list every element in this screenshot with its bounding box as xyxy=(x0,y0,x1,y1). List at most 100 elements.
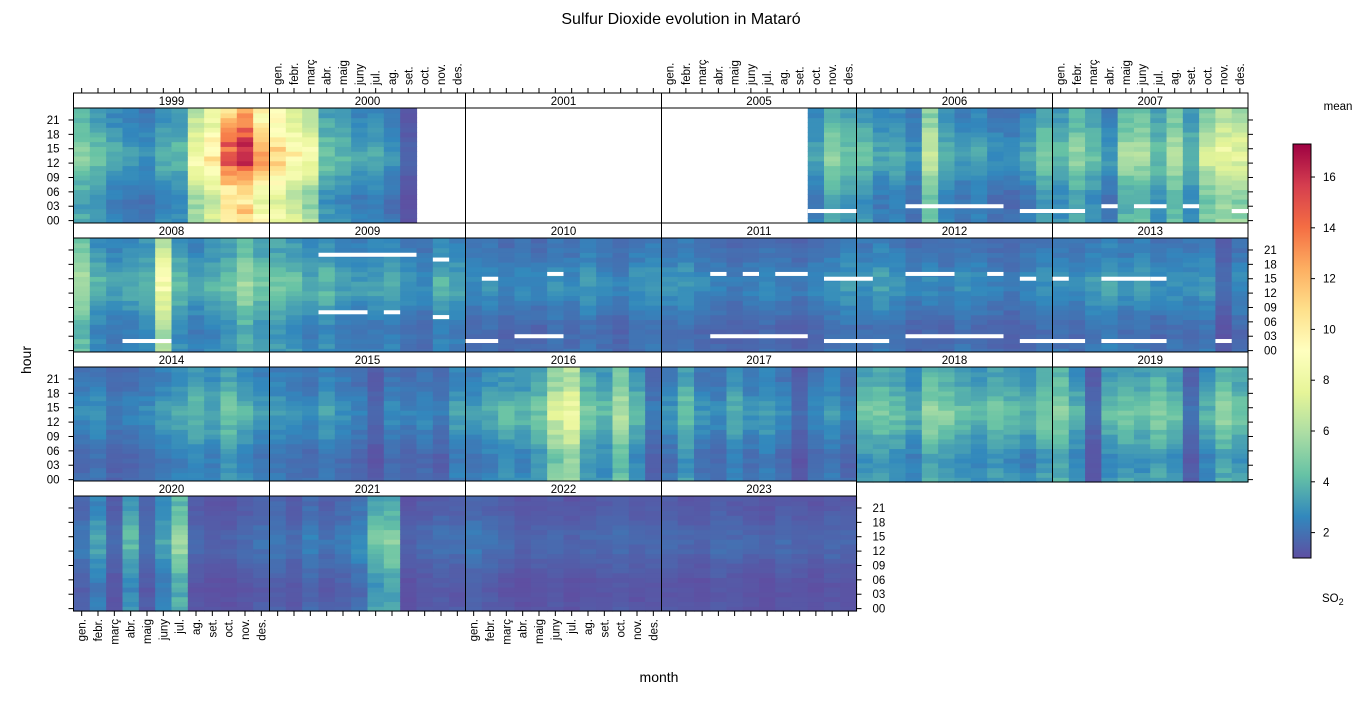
panel-strip-label: 2012 xyxy=(942,226,968,238)
heat-cell xyxy=(971,439,988,444)
heat-cell xyxy=(938,276,955,281)
heat-cell xyxy=(400,118,417,123)
heat-cell xyxy=(204,496,221,501)
panel-2021: 2021 xyxy=(270,481,467,612)
heat-cell xyxy=(727,319,744,324)
heat-cell xyxy=(433,367,450,372)
heat-cell xyxy=(662,410,679,415)
heat-cell xyxy=(188,558,205,563)
heat-cell xyxy=(106,439,123,444)
heat-cell xyxy=(155,305,172,310)
heat-cell xyxy=(482,296,499,301)
heat-cell xyxy=(857,296,874,301)
heat-cell xyxy=(1085,334,1102,339)
heat-cell xyxy=(1085,180,1102,185)
heat-cell xyxy=(808,156,825,161)
heat-cell xyxy=(596,262,613,267)
heat-cell xyxy=(906,146,923,151)
heat-cell xyxy=(368,118,385,123)
heat-cell xyxy=(1085,146,1102,151)
heat-cell xyxy=(1232,127,1249,132)
heat-cell xyxy=(547,310,564,315)
heat-cell xyxy=(106,534,123,539)
heat-cell xyxy=(564,238,581,243)
heat-cell xyxy=(1004,175,1021,180)
heat-cell xyxy=(1215,415,1232,420)
heat-cell xyxy=(90,252,107,257)
heat-cell xyxy=(889,175,906,180)
heat-cell xyxy=(368,453,385,458)
heat-cell xyxy=(123,291,140,296)
heat-cell xyxy=(237,113,254,118)
heat-cell xyxy=(1036,291,1053,296)
heat-cell xyxy=(498,276,515,281)
heat-cell xyxy=(368,156,385,161)
heat-cell xyxy=(172,252,189,257)
heat-cell xyxy=(253,468,270,473)
panel-strip-label: 2014 xyxy=(159,355,185,367)
heat-cell xyxy=(449,472,466,477)
heat-cell xyxy=(564,324,581,329)
heat-cell xyxy=(221,142,238,147)
heat-cell xyxy=(1004,372,1021,377)
heat-cell xyxy=(286,448,303,453)
heat-cell xyxy=(1150,386,1167,391)
heat-cell xyxy=(1069,213,1086,218)
heat-cell xyxy=(645,453,662,458)
heat-cell xyxy=(90,525,107,530)
heat-cell xyxy=(1183,472,1200,477)
heat-cell xyxy=(613,252,630,257)
heat-cell xyxy=(1118,161,1135,166)
heat-cell xyxy=(873,391,890,396)
heat-cell xyxy=(351,448,368,453)
heat-cell xyxy=(662,377,679,382)
heat-cell xyxy=(710,439,727,444)
heat-cell xyxy=(1167,199,1184,204)
heat-cell xyxy=(1101,199,1118,204)
heat-cell xyxy=(645,434,662,439)
heat-cell xyxy=(384,151,401,156)
heat-cell xyxy=(596,291,613,296)
heat-cell xyxy=(857,291,874,296)
heat-cell xyxy=(237,199,254,204)
heat-cell xyxy=(564,272,581,277)
heat-cell xyxy=(90,434,107,439)
heat-cell xyxy=(90,544,107,549)
heat-cell xyxy=(368,468,385,473)
heat-cell xyxy=(1036,238,1053,243)
heat-cell xyxy=(547,410,564,415)
heat-cell xyxy=(286,127,303,132)
heat-cell xyxy=(1004,142,1021,147)
heat-cell xyxy=(531,367,548,372)
heat-cell xyxy=(889,472,906,477)
heat-cell xyxy=(971,434,988,439)
heat-cell xyxy=(1069,108,1086,113)
heat-cell xyxy=(1134,372,1151,377)
heat-cell xyxy=(1020,170,1037,175)
heat-cell xyxy=(106,558,123,563)
heat-cell xyxy=(596,319,613,324)
heat-cell xyxy=(987,170,1004,175)
heat-cell xyxy=(90,324,107,329)
heat-cell xyxy=(971,319,988,324)
heat-cell xyxy=(384,367,401,372)
heat-cell xyxy=(840,463,857,468)
heat-cell xyxy=(1020,127,1037,132)
heat-cell xyxy=(759,296,776,301)
heat-cell xyxy=(1215,252,1232,257)
heat-cell xyxy=(857,420,874,425)
heat-cell xyxy=(840,257,857,262)
heat-cell xyxy=(253,319,270,324)
heat-cell xyxy=(172,415,189,420)
heat-cell xyxy=(531,305,548,310)
heat-cell xyxy=(1183,444,1200,449)
heat-cell xyxy=(1232,339,1249,344)
heat-cell xyxy=(319,386,336,391)
heat-cell xyxy=(1053,334,1070,339)
heat-cell xyxy=(955,132,972,137)
heat-cell xyxy=(498,415,515,420)
heat-cell xyxy=(204,597,221,602)
heat-cell xyxy=(433,310,450,315)
heat-cell xyxy=(808,243,825,248)
heat-cell xyxy=(629,310,646,315)
